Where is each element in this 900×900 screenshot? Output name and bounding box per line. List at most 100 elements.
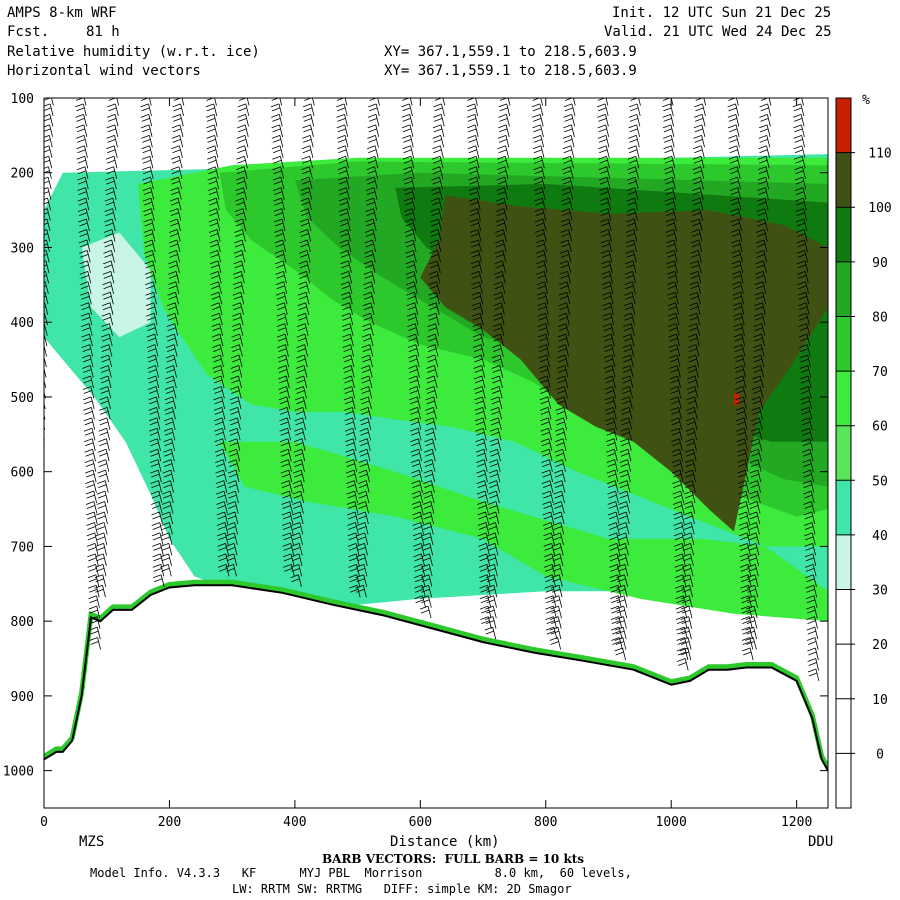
barb-flag <box>209 239 218 244</box>
barb-staff <box>502 260 506 273</box>
barb-staff <box>757 470 762 483</box>
barb-flag <box>44 98 52 101</box>
barb-flag <box>599 170 608 175</box>
barb-flag <box>610 578 619 583</box>
barb-flag <box>668 344 677 348</box>
barb-flag <box>97 459 106 464</box>
barb-flag <box>799 344 808 348</box>
barb-staff <box>169 511 174 525</box>
barb-staff <box>805 281 809 294</box>
barb-flag <box>551 563 560 568</box>
barb-staff <box>148 135 153 148</box>
barb-flag <box>142 166 151 171</box>
barb-flag <box>756 197 766 202</box>
barb-staff <box>298 543 303 556</box>
barb-staff <box>697 271 702 284</box>
barb-staff <box>236 449 240 462</box>
barb-staff <box>690 543 695 556</box>
barb-flag <box>140 114 149 118</box>
barb-staff <box>154 354 159 368</box>
barb-staff <box>177 208 182 221</box>
barb-flag <box>433 128 443 133</box>
barb-flag <box>143 191 152 196</box>
barb-flag <box>602 264 611 269</box>
barb-flag <box>35 422 43 425</box>
barb-staff <box>758 417 763 430</box>
barb-staff <box>290 553 295 566</box>
barb-staff <box>474 103 479 117</box>
barb-staff <box>568 208 573 221</box>
barb-flag <box>369 98 378 101</box>
barb-staff <box>159 543 164 556</box>
y-tick-label: 500 <box>11 391 34 406</box>
barb-flag <box>741 599 750 604</box>
barb-flag <box>345 438 354 443</box>
barb-flag <box>563 138 573 143</box>
barb-flag <box>276 302 285 307</box>
barb-staff <box>364 511 369 525</box>
barb-staff <box>89 334 93 347</box>
barb-staff <box>560 532 564 546</box>
barb-flag <box>759 138 768 143</box>
barb-staff <box>288 459 292 472</box>
barb-flag <box>485 620 495 625</box>
barb-flag <box>298 250 308 254</box>
barb-flag <box>740 605 750 610</box>
barb-flag <box>28 662 36 665</box>
barb-staff <box>768 98 772 106</box>
barb-staff <box>172 386 177 399</box>
barb-staff <box>634 198 639 211</box>
barb-staff <box>46 239 50 253</box>
barb-staff <box>370 302 375 315</box>
barb-flag <box>162 459 172 464</box>
barb-flag <box>149 448 158 453</box>
barb-staff <box>815 658 820 671</box>
barb-flag <box>736 410 745 415</box>
barb-flag <box>695 107 704 112</box>
barb-flag <box>425 421 435 426</box>
barb-flag <box>167 281 176 286</box>
barb-staff <box>479 313 484 326</box>
barb-flag <box>358 469 367 474</box>
barb-flag <box>730 191 739 196</box>
barb-flag <box>599 180 609 185</box>
barb-flag <box>490 452 499 457</box>
barb-staff <box>158 480 162 493</box>
rh-field <box>28 98 828 808</box>
barb-flag <box>104 187 114 192</box>
barb-flag <box>615 595 625 600</box>
barb-flag <box>735 406 744 411</box>
barb-flag <box>553 547 562 551</box>
barb-flag <box>467 98 476 101</box>
barb-flag <box>295 410 305 415</box>
barb-flag <box>212 316 221 321</box>
barb-flag <box>142 138 151 143</box>
barb-staff <box>39 502 42 514</box>
barb-flag <box>489 459 498 464</box>
barb-flag <box>364 295 373 300</box>
barb-flag <box>751 406 760 411</box>
barb-flag <box>272 118 281 122</box>
barb-flag <box>760 107 769 112</box>
barb-staff <box>428 585 433 598</box>
barb-flag <box>216 522 226 526</box>
barb-staff <box>568 229 572 242</box>
barb-staff <box>766 124 771 137</box>
barb-staff <box>689 585 693 598</box>
barb-staff <box>804 271 809 284</box>
barb-staff <box>506 103 511 117</box>
barb-staff <box>702 103 706 117</box>
barb-flag <box>753 312 763 317</box>
barb-staff <box>303 365 308 378</box>
barb-flag <box>401 103 410 108</box>
colorbar-label: 60 <box>872 420 888 435</box>
barb-flag <box>217 526 227 530</box>
barb-flag <box>84 410 93 415</box>
barb-flag <box>281 511 291 516</box>
barb-staff <box>431 449 436 462</box>
barb-staff <box>103 522 108 535</box>
barb-staff <box>805 292 810 305</box>
barb-staff <box>698 239 703 253</box>
barb-flag <box>29 585 37 588</box>
barb-flag <box>276 274 285 279</box>
